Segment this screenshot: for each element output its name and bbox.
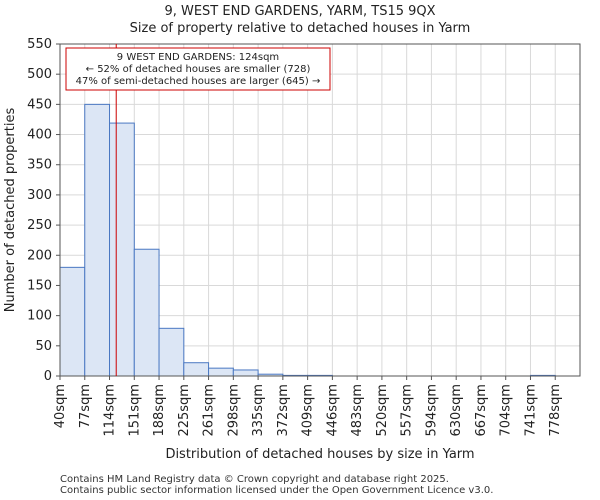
- bar-298sqm: [232, 369, 259, 377]
- x-tick-label: 77sqm: [78, 384, 93, 428]
- chart-title: 9, WEST END GARDENS, YARM, TS15 9QX: [164, 4, 436, 19]
- y-tick-label: 350: [27, 158, 52, 173]
- x-tick-label: 298sqm: [226, 384, 241, 437]
- x-tick-label: 409sqm: [301, 384, 316, 437]
- y-axis-label: Number of detached properties: [3, 108, 18, 313]
- y-tick-label: 250: [27, 218, 52, 233]
- annotation-line-3: 47% of semi-detached houses are larger (…: [76, 76, 321, 87]
- y-tick-label: 50: [35, 339, 52, 354]
- x-tick-label: 557sqm: [400, 384, 415, 437]
- annotation-box: [65, 47, 331, 91]
- y-tick-label: 0: [44, 369, 52, 384]
- footer-licence: Contains public sector information licen…: [60, 485, 494, 496]
- y-tick-label: 100: [27, 309, 52, 324]
- y-tick-label: 450: [27, 97, 52, 112]
- bar-261sqm: [208, 367, 234, 377]
- y-tick-label: 550: [27, 37, 52, 52]
- y-tick-label: 200: [27, 248, 52, 263]
- x-tick-label: 225sqm: [177, 384, 192, 437]
- bar-188sqm: [158, 327, 185, 377]
- x-tick-label: 188sqm: [152, 384, 167, 437]
- x-tick-label: 630sqm: [449, 384, 464, 437]
- x-axis-label: Distribution of detached houses by size …: [165, 447, 474, 462]
- chart-subtitle: Size of property relative to detached ho…: [129, 21, 471, 36]
- annotation-line-2: ← 52% of detached houses are smaller (72…: [86, 64, 311, 75]
- x-tick-label: 372sqm: [276, 384, 291, 437]
- plot-frame: [59, 43, 581, 377]
- x-tick-label: 40sqm: [53, 384, 68, 428]
- x-tick-label: 704sqm: [499, 384, 514, 437]
- x-tick-label: 335sqm: [251, 384, 266, 437]
- x-tick-label: 520sqm: [375, 384, 390, 437]
- bar-151sqm: [133, 248, 160, 377]
- x-tick-label: 594sqm: [424, 384, 439, 437]
- x-tick-label: 483sqm: [350, 384, 365, 437]
- bar-40sqm: [59, 266, 86, 377]
- y-tick-label: 400: [27, 128, 52, 143]
- x-tick-label: 261sqm: [202, 384, 217, 437]
- x-tick-label: 151sqm: [127, 384, 142, 437]
- bar-77sqm: [84, 103, 111, 377]
- annotation-line-1: 9 WEST END GARDENS: 124sqm: [117, 52, 279, 63]
- bar-225sqm: [183, 362, 210, 377]
- x-tick-label: 446sqm: [325, 384, 340, 437]
- y-tick-label: 500: [27, 67, 52, 82]
- x-tick-label: 778sqm: [548, 384, 563, 437]
- bar-114sqm: [109, 122, 135, 377]
- x-tick-label: 667sqm: [474, 384, 489, 437]
- x-tick-label: 114sqm: [103, 384, 118, 437]
- y-tick-label: 300: [27, 188, 52, 203]
- footer-copyright: Contains HM Land Registry data © Crown c…: [60, 474, 449, 485]
- y-tick-label: 150: [27, 278, 52, 293]
- x-tick-label: 741sqm: [523, 384, 538, 437]
